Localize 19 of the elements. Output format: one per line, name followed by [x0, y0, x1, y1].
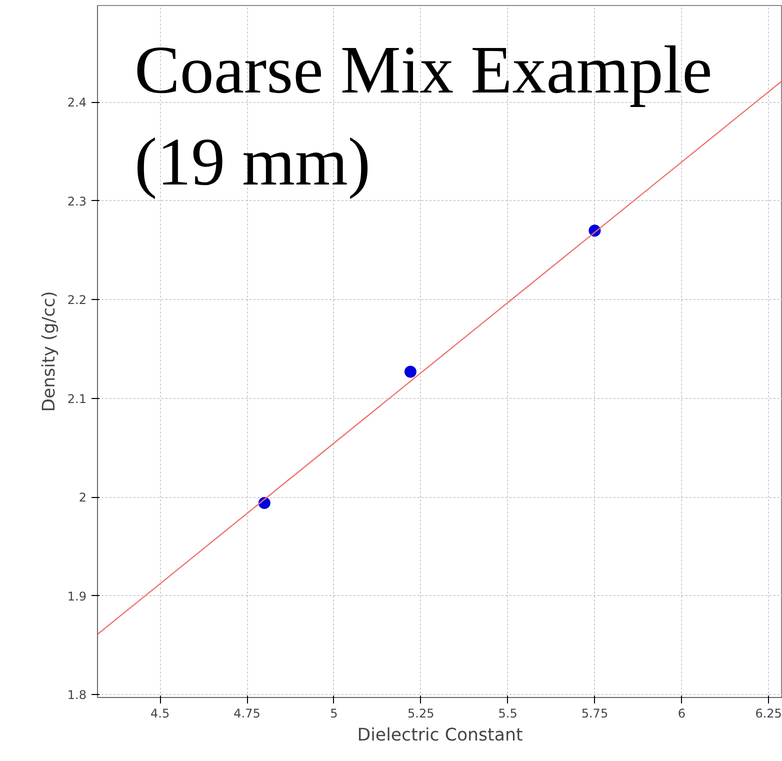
y-tick-label: 2.1	[67, 392, 87, 406]
y-axis-title: Density (g/cc)	[39, 291, 60, 412]
y-tick-label: 1.9	[67, 589, 87, 604]
y-tick-label: 1.8	[67, 688, 87, 702]
y-tick-label: 2.3	[67, 194, 87, 208]
x-tick-label: 4.75	[234, 706, 260, 720]
x-tick-label: 5.25	[408, 706, 434, 720]
x-tick-label: 4.5	[150, 706, 170, 720]
text: Coarse Mix Example (19 mm)	[134, 32, 712, 200]
x-tick-label: 6.25	[755, 706, 782, 720]
point	[404, 366, 416, 378]
x-tick-label: 5.75	[581, 706, 608, 720]
x-tick-label: 5.5	[498, 706, 518, 720]
y-tick-label: 2.4	[67, 96, 87, 110]
x-axis-title: Dielectric Constant	[357, 726, 523, 746]
x-tick-label: 5	[330, 706, 338, 720]
x-tick-label: 6	[678, 706, 686, 720]
y-tick-label: 2.2	[67, 293, 87, 308]
y-tick-label: 2	[78, 490, 87, 505]
